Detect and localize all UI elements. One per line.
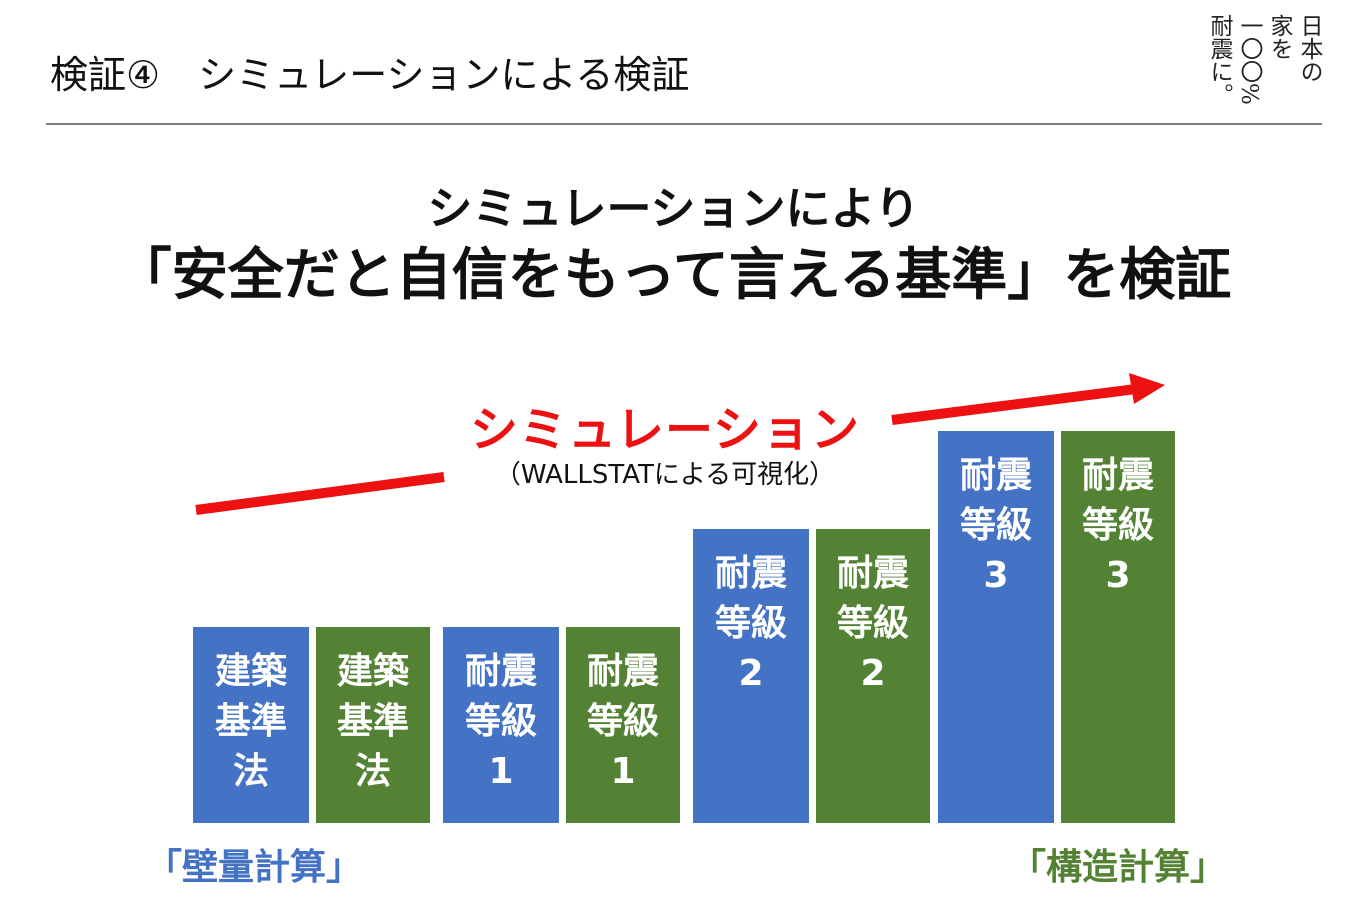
bar-label-line: 3	[983, 555, 1009, 596]
brand-col-1: 日本の	[1296, 14, 1322, 83]
bar-wall-quantity-2: 耐震等級 1	[443, 627, 559, 823]
bar-label-line: 等級	[1081, 505, 1154, 546]
simulation-label: シミュレーション	[469, 402, 861, 458]
brand-col-2: 家を	[1266, 14, 1292, 60]
bar-label-line: 等級	[836, 603, 909, 644]
method-structural-calc: 「構造計算」	[1010, 847, 1227, 888]
bar-label-line: 建築	[214, 651, 287, 692]
arrow-segment-right	[891, 384, 1137, 425]
bar-label-line: 2	[860, 653, 886, 694]
bar-label-line: 法	[354, 751, 391, 792]
brand-col-3: 一〇〇%	[1236, 14, 1262, 105]
headline-line-2: 「安全だと自信をもって言える基準」を検証	[115, 243, 1232, 308]
brand-logo: 日本の 家を 一〇〇% 耐震に。	[1204, 14, 1324, 106]
bar-structural-calc-2: 耐震等級 1	[566, 627, 680, 823]
headline-line-1: シミュレーションにより	[427, 182, 920, 235]
bar-label-line: 基準	[336, 701, 409, 742]
bar-label-line: 等級	[714, 603, 787, 644]
bar-label-line: 3	[1105, 555, 1131, 596]
bar-label-line: 建築	[336, 651, 409, 692]
slide-title: 検証④ シミュレーションによる検証	[50, 53, 690, 97]
simulation-sublabel: （WALLSTATによる可視化）	[494, 460, 836, 490]
bar-label-line: 耐震	[714, 553, 787, 594]
bar-label-line: 耐震	[1081, 455, 1154, 496]
bar-label-line: 等級	[959, 505, 1032, 546]
bar-wall-quantity-3: 耐震等級 2	[693, 529, 809, 823]
bar-label-line: 1	[610, 751, 636, 792]
bar-structural-calc-4: 耐震等級 3	[1061, 431, 1175, 823]
bar-label-line: 1	[488, 751, 514, 792]
bar-wall-quantity-1: 建築 基準法	[193, 627, 309, 823]
bar-label-line: 耐震	[836, 553, 909, 594]
bar-label-line: 等級	[464, 701, 537, 742]
bar-label-line: 2	[738, 653, 764, 694]
arrow-segment-left	[195, 472, 445, 515]
bar-label-line: 基準	[214, 701, 287, 742]
bar-label-line: 法	[232, 751, 269, 792]
bar-label-line: 等級	[586, 701, 659, 742]
bar-structural-calc-1: 建築 基準法	[316, 627, 430, 823]
brand-col-4: 耐震に。	[1206, 14, 1232, 106]
bar-structural-calc-3: 耐震等級 2	[816, 529, 930, 823]
bar-wall-quantity-4: 耐震等級 3	[938, 431, 1054, 823]
title-divider	[46, 123, 1322, 125]
bar-label-line: 耐震	[959, 455, 1032, 496]
bar-label-line: 耐震	[464, 651, 537, 692]
method-wall-quantity: 「壁量計算」	[146, 847, 363, 888]
arrow-head	[1129, 373, 1165, 404]
bar-label-line: 耐震	[586, 651, 659, 692]
